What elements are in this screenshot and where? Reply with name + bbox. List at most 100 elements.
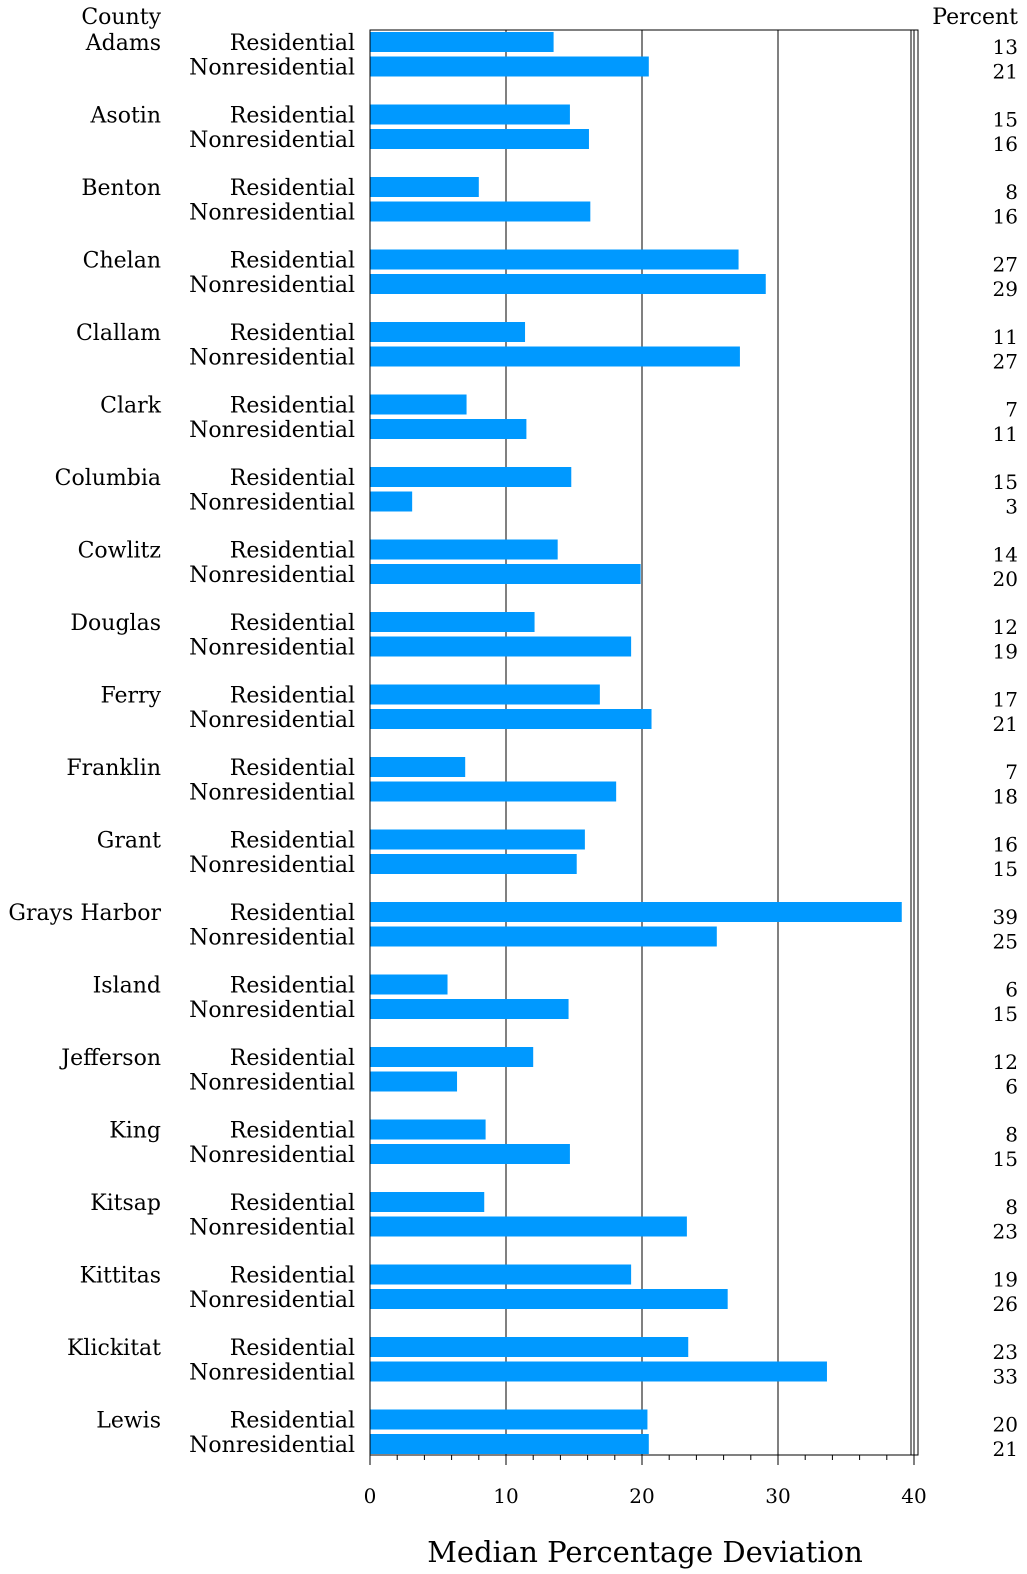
bar-type-label: Residential [230,31,355,56]
bar [370,1289,728,1309]
x-tick-label: 30 [765,1484,790,1508]
percent-value-label: 17 [993,688,1018,712]
percent-value-label: 21 [993,712,1018,736]
county-label: Island [93,974,161,999]
county-label: King [109,1119,161,1144]
bar-type-label: Residential [230,394,355,419]
percent-value-label: 11 [993,422,1018,446]
bar [370,564,641,584]
bar-type-label: Residential [230,756,355,781]
bar [370,249,739,270]
bar-type-label: Nonresidential [189,781,355,806]
bar [370,491,413,512]
bar [370,854,577,874]
bar [370,104,570,125]
bar [370,757,466,777]
bar [370,1047,534,1067]
county-label: Franklin [66,756,161,781]
percent-value-label: 27 [993,253,1018,277]
x-axis-title: Median Percentage Deviation [427,1535,863,1569]
percent-value-label: 8 [1005,1123,1018,1147]
county-label: Klickitat [67,1336,161,1361]
county-label: Grays Harbor [8,901,161,926]
county-label: Kitsap [90,1191,161,1216]
bar [370,902,902,922]
bar-type-label: Nonresidential [189,1071,355,1096]
county-column-header: County [81,5,161,30]
percent-value-label: 23 [993,1220,1018,1244]
percent-value-label: 16 [993,205,1018,229]
bar [370,129,589,149]
bar-type-label: Nonresidential [189,1143,355,1168]
x-tick-label: 0 [364,1484,377,1508]
county-label: Clark [100,394,162,419]
bar-type-label: Residential [230,1336,355,1361]
bar [370,1216,687,1237]
county-label: Ferry [100,684,161,709]
county-label: Lewis [96,1409,161,1434]
percent-value-label: 21 [993,60,1018,84]
percent-value-label: 15 [993,108,1018,132]
percent-value-label: 19 [993,1268,1018,1292]
x-tick-label: 20 [629,1484,654,1508]
percent-value-label: 27 [993,350,1018,374]
county-label: Benton [81,176,161,201]
percent-value-label: 20 [993,1413,1018,1437]
bar-type-label: Nonresidential [189,926,355,951]
percent-value-label: 15 [993,1147,1018,1171]
bar [370,274,766,294]
county-label: Adams [85,31,161,56]
bar-type-label: Residential [230,539,355,564]
percent-value-label: 15 [993,470,1018,494]
bar-type-label: Nonresidential [189,128,355,153]
county-label: Cowlitz [78,539,161,564]
percent-value-label: 8 [1005,1195,1018,1219]
county-label: Clallam [76,321,161,346]
bar [370,974,448,995]
percent-value-label: 21 [993,1437,1018,1461]
percent-value-label: 14 [993,543,1018,567]
bar-series [370,32,902,1454]
percent-value-label: 11 [993,325,1018,349]
bar-type-label: Nonresidential [189,998,355,1023]
bar [370,709,652,729]
bar [370,1119,486,1140]
percent-value-label: 29 [993,277,1018,301]
percent-value-label: 7 [1005,398,1018,422]
county-label: Douglas [70,611,161,636]
percent-value-label: 16 [993,132,1018,156]
percent-value-label: 16 [993,833,1018,857]
percent-value-label: 25 [993,930,1018,954]
bar [370,999,569,1019]
county-label: Columbia [55,466,161,491]
bar-type-label: Nonresidential [189,853,355,878]
bar-type-label: Residential [230,684,355,709]
bar [370,684,600,705]
bar [370,1361,827,1382]
percent-column-header: Percent [932,5,1018,30]
percent-value-label: 7 [1005,760,1018,784]
bar [370,539,558,560]
bar [370,1409,648,1430]
plot-frame [369,29,919,1456]
gridlines [505,30,915,1455]
bar-type-label: Residential [230,829,355,854]
percent-value-label: 12 [993,1050,1018,1074]
county-label: Jefferson [59,1046,161,1071]
percent-value-label: 20 [993,567,1018,591]
bar-type-label: Nonresidential [189,563,355,588]
bar [370,829,585,850]
percent-value-label: 6 [1005,978,1018,1002]
percent-value-label: 19 [993,640,1018,664]
bar-type-label: Nonresidential [189,708,355,733]
bar [370,1144,570,1164]
percent-value-label: 3 [1005,495,1018,519]
bar [370,177,479,197]
bar-type-label: Residential [230,104,355,129]
county-label: Chelan [83,249,161,274]
bar [370,926,717,947]
bar [370,781,617,802]
bar-type-label: Nonresidential [189,56,355,81]
